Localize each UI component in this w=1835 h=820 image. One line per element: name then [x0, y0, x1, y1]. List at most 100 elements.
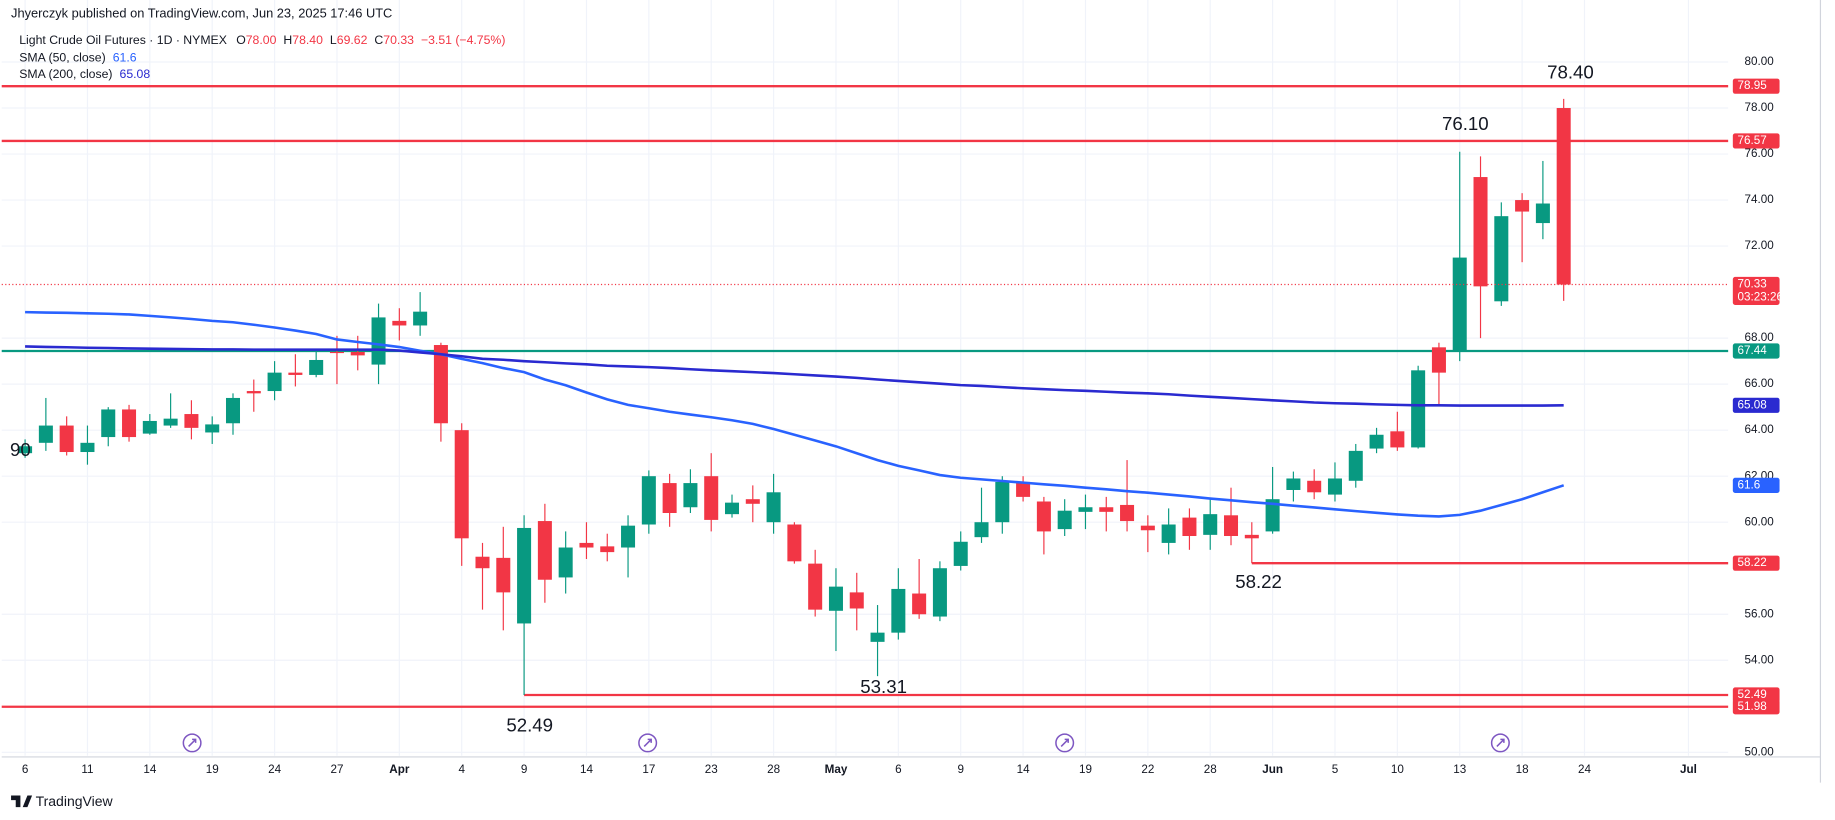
candle-body	[246, 391, 261, 394]
candle-body	[163, 418, 178, 426]
countdown-label: 03:23:26	[1738, 290, 1783, 303]
symbol-name: Light Crude Oil Futures · 1D · NYMEX	[19, 33, 227, 47]
candle-body	[1431, 347, 1446, 373]
x-tick-label: May	[825, 763, 848, 776]
x-tick-label: 17	[642, 763, 655, 776]
candle-body	[288, 372, 303, 375]
x-tick-label: 6	[22, 763, 29, 776]
event-icon[interactable]	[182, 733, 202, 753]
candle-body	[537, 521, 552, 580]
x-tick-label: 9	[521, 763, 528, 776]
candle-body	[912, 593, 927, 615]
price-label: 52.49	[1738, 688, 1767, 701]
x-tick-label: 10	[1391, 763, 1404, 776]
candle-body	[329, 351, 344, 354]
candle-body	[38, 425, 53, 443]
price-label: 65.08	[1738, 398, 1767, 411]
legend-title: Light Crude Oil Futures · 1D · NYMEX O78.…	[19, 33, 505, 47]
candle-body	[1556, 108, 1571, 285]
candle-body	[766, 492, 781, 523]
ohlc-key: H	[283, 33, 292, 47]
x-tick-label: 27	[330, 763, 343, 776]
candle-body	[1390, 431, 1405, 448]
candle-body	[1535, 203, 1550, 224]
indicator-legend: SMA (50, close) 61.6	[19, 51, 137, 65]
candle-body	[309, 359, 324, 375]
x-tick-label: 11	[81, 763, 93, 776]
annotation: 78.40	[1547, 62, 1594, 83]
y-tick-label: 80.00	[1745, 55, 1775, 68]
x-tick-label: Jul	[1680, 763, 1697, 776]
annotation: 52.49	[506, 714, 553, 735]
candle-body	[225, 397, 241, 424]
x-tick-label: 6	[895, 763, 902, 776]
candle-body	[1452, 257, 1467, 351]
ohlc-value: 78.00	[246, 33, 277, 47]
annotation: 76.10	[1442, 113, 1489, 134]
candle-body	[496, 557, 511, 593]
x-tick-label: 23	[705, 763, 718, 776]
candle-body	[641, 476, 656, 525]
candle-body	[932, 568, 947, 617]
candle-body	[1224, 515, 1239, 537]
candle-body	[828, 586, 843, 611]
price-label: 76.57	[1738, 134, 1767, 147]
candle-body	[267, 372, 282, 392]
price-label-box	[1732, 687, 1780, 703]
price-label: 78.95	[1738, 79, 1767, 92]
event-icon[interactable]	[1490, 733, 1510, 753]
indicator-name: SMA (200, close)	[19, 67, 112, 81]
indicator-value: 61.6	[113, 51, 137, 65]
ohlc-key: C	[374, 33, 383, 47]
x-tick-label: 19	[1079, 763, 1092, 776]
price-label: 51.98	[1738, 700, 1767, 713]
candle-body	[704, 476, 719, 520]
candle-body	[1182, 517, 1197, 537]
y-tick-label: 78.00	[1745, 101, 1775, 114]
price-label-box	[1732, 133, 1780, 149]
ohlc-value: 78.40	[292, 33, 323, 47]
candle-body	[1057, 510, 1072, 530]
ohlc-value: 69.62	[337, 33, 368, 47]
indicator-legend: SMA (200, close) 65.08	[19, 67, 150, 81]
event-icon[interactable]	[638, 733, 658, 753]
x-tick-label: Jun	[1262, 763, 1283, 776]
candle-body	[1515, 200, 1530, 212]
footer-logo	[11, 795, 33, 808]
event-icon[interactable]	[1055, 733, 1075, 753]
candle-body	[683, 483, 698, 508]
indicator-value: 65.08	[120, 67, 151, 81]
candle-body	[745, 499, 760, 504]
x-tick-label: 28	[1204, 763, 1217, 776]
candle-body	[1099, 507, 1114, 512]
price-label-box	[1732, 276, 1780, 305]
annotation: 58.22	[1235, 571, 1282, 592]
candle-body	[1203, 514, 1218, 535]
y-tick-label: 60.00	[1745, 515, 1775, 528]
candle-body	[1265, 499, 1280, 532]
ohlc-key: O	[236, 33, 246, 47]
annotation: 53.31	[860, 676, 907, 697]
x-tick-label: 9	[957, 763, 964, 776]
candle-body	[891, 588, 906, 633]
footer-brand: TradingView	[36, 793, 114, 809]
sma-line	[25, 345, 1564, 407]
candle-body	[579, 542, 594, 548]
ohlc-key: L	[330, 33, 337, 47]
annotation: 90	[10, 439, 31, 460]
price-label-box	[1732, 699, 1780, 715]
candle-body	[870, 632, 885, 642]
x-tick-label: 24	[268, 763, 281, 776]
x-tick-label: 18	[1516, 763, 1529, 776]
candle-body	[433, 345, 448, 424]
candle-body	[621, 525, 636, 548]
labels: Light Crude Oil Futures · 1D · NYMEX O78.…	[10, 33, 1783, 776]
y-tick-label: 56.00	[1745, 607, 1775, 620]
candle-body	[59, 425, 74, 453]
candle-body	[1411, 370, 1426, 448]
candle-body	[1348, 450, 1363, 481]
x-tick-label: 14	[580, 763, 593, 776]
candle-body	[1244, 534, 1259, 539]
candle-body	[1307, 480, 1322, 493]
